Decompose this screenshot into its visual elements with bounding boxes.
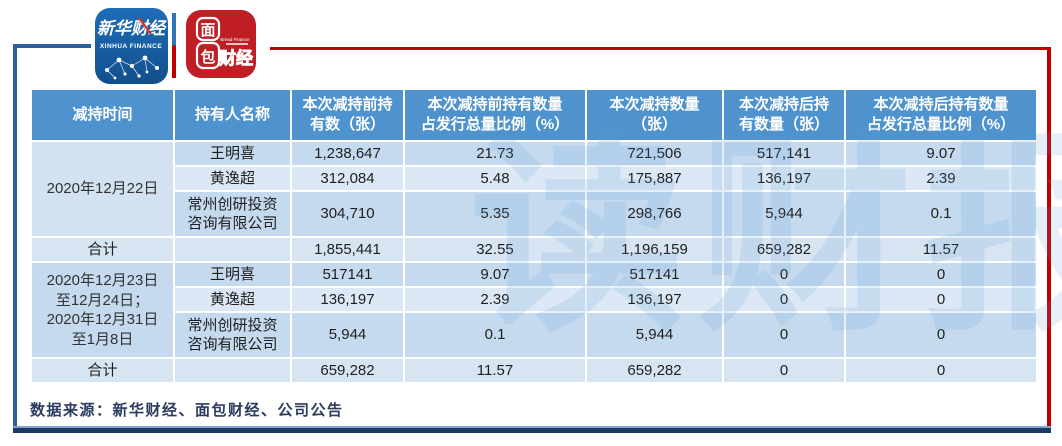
value-cell: 5,944 xyxy=(722,190,846,238)
value-cell: 0 xyxy=(722,286,846,313)
period-cell-group1: 2020年12月22日 xyxy=(30,140,175,238)
holder-name: 王明喜 xyxy=(173,140,292,167)
col-header-before-pct: 本次减持前持有数量 占发行总量比例（%） xyxy=(403,88,587,142)
holder-name: 王明喜 xyxy=(173,261,292,288)
col-header-before-amount: 本次减持前持 有数（张） xyxy=(290,88,405,142)
value-cell: 5.48 xyxy=(403,165,587,192)
bread-finance-logo-icon: 面 包 财经 Bread Finance xyxy=(186,10,256,78)
value-cell: 11.57 xyxy=(403,357,587,384)
holder-name: 黄逸超 xyxy=(173,286,292,313)
value-cell: 32.55 xyxy=(403,236,587,263)
value-cell: 175,887 xyxy=(585,165,724,192)
value-cell: 304,710 xyxy=(290,190,405,238)
table-row: 黄逸超 312,084 5.48 175,887 136,197 2.39 xyxy=(31,165,1038,192)
total-label: 合计 xyxy=(30,357,175,384)
value-cell: 659,282 xyxy=(290,357,405,384)
xinhua-logo-subtitle: XINHUA FINANCE xyxy=(100,43,163,50)
value-cell: 0.1 xyxy=(403,311,587,359)
table-total-row: 合计 659,282 11.57 659,282 0 0 xyxy=(30,357,1038,384)
col-header-after-amount: 本次减持后持 有数量（张） xyxy=(722,88,846,142)
value-cell: 9.07 xyxy=(403,261,587,288)
value-cell: 0 xyxy=(844,357,1038,384)
frame-bottom-bar xyxy=(13,426,1051,433)
value-cell: 21.73 xyxy=(403,140,587,167)
value-cell: 0 xyxy=(844,261,1038,288)
value-cell: 1,238,647 xyxy=(290,140,405,167)
col-header-holder: 持有人名称 xyxy=(173,88,292,142)
table-row: 黄逸超 136,197 2.39 136,197 0 0 xyxy=(31,286,1038,313)
table-row: 常州创研投资 咨询有限公司 304,710 5.35 298,766 5,944… xyxy=(31,190,1038,238)
value-cell: 721,506 xyxy=(585,140,724,167)
value-cell: 0 xyxy=(722,357,846,384)
value-cell: 1,196,159 xyxy=(585,236,724,263)
value-cell: 136,197 xyxy=(585,286,724,313)
total-label: 合计 xyxy=(30,236,175,263)
col-header-after-pct: 本次减持后持有数量 占发行总量比例（%） xyxy=(844,88,1038,142)
xinhua-finance-logo-icon: 新华财经 XINHUA FINANCE xyxy=(95,8,168,84)
holder-name: 常州创研投资 咨询有限公司 xyxy=(173,311,292,359)
data-source-note: 数据来源：新华财经、面包财经、公司公告 xyxy=(30,402,344,419)
value-cell: 312,084 xyxy=(290,165,405,192)
value-cell: 298,766 xyxy=(585,190,724,238)
table-row: 常州创研投资 咨询有限公司 5,944 0.1 5,944 0 0 xyxy=(31,311,1038,359)
holdings-reduction-table: 减持时间 持有人名称 本次减持前持 有数（张） 本次减持前持有数量 占发行总量比… xyxy=(30,88,1038,384)
value-cell: 0 xyxy=(722,311,846,359)
bread-logo-char2: 包 xyxy=(200,48,215,66)
table-row: 2020年12月22日 王明喜 1,238,647 21.73 721,506 … xyxy=(30,140,1038,238)
value-cell: 517141 xyxy=(290,261,405,288)
frame-right-red-line xyxy=(1047,47,1051,433)
value-cell: 5.35 xyxy=(403,190,587,238)
bread-logo-subtitle: Bread Finance xyxy=(220,37,250,42)
empty-cell xyxy=(173,236,292,263)
value-cell: 9.07 xyxy=(844,140,1038,167)
frame-top-red-line xyxy=(270,47,1051,50)
table-row: 2020年12月23日 至12月24日； 2020年12月31日 至1月8日 王… xyxy=(30,261,1038,359)
value-cell: 0 xyxy=(844,286,1038,313)
value-cell: 136,197 xyxy=(290,286,405,313)
table-total-row: 合计 1,855,441 32.55 1,196,159 659,282 11.… xyxy=(30,236,1038,263)
value-cell: 1,855,441 xyxy=(290,236,405,263)
logo-divider-line xyxy=(172,13,176,78)
value-cell: 517141 xyxy=(585,261,724,288)
bread-logo-char1: 面 xyxy=(200,22,215,39)
table-header-row: 减持时间 持有人名称 本次减持前持 有数（张） 本次减持前持有数量 占发行总量比… xyxy=(30,88,1038,142)
frame-left-line xyxy=(13,44,17,433)
value-cell: 5,944 xyxy=(290,311,405,359)
value-cell: 0.1 xyxy=(844,190,1038,238)
frame-top-left-line xyxy=(13,44,91,48)
value-cell: 11.57 xyxy=(844,236,1038,263)
holder-name: 常州创研投资 咨询有限公司 xyxy=(173,190,292,238)
value-cell: 659,282 xyxy=(585,357,724,384)
value-cell: 5,944 xyxy=(585,311,724,359)
value-cell: 517,141 xyxy=(722,140,846,167)
value-cell: 136,197 xyxy=(722,165,846,192)
xinhua-logo-title: 新华财经 xyxy=(97,19,167,38)
period-cell-group2: 2020年12月23日 至12月24日； 2020年12月31日 至1月8日 xyxy=(30,261,175,359)
col-header-reduced-amount: 本次减持数量 （张） xyxy=(585,88,724,142)
empty-cell xyxy=(173,357,292,384)
value-cell: 2.39 xyxy=(403,286,587,313)
value-cell: 0 xyxy=(844,311,1038,359)
holder-name: 黄逸超 xyxy=(173,165,292,192)
value-cell: 2.39 xyxy=(844,165,1038,192)
value-cell: 0 xyxy=(722,261,846,288)
bread-logo-char3: 财经 xyxy=(218,48,253,68)
value-cell: 659,282 xyxy=(722,236,846,263)
col-header-period: 减持时间 xyxy=(30,88,175,142)
